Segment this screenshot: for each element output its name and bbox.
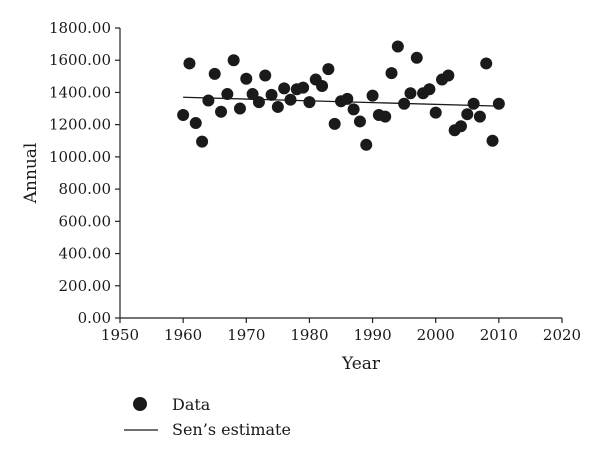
legend-label-data: Data bbox=[172, 395, 211, 414]
x-tick-label: 1990 bbox=[353, 326, 391, 344]
legend: Data Sen’s estimate bbox=[124, 395, 291, 439]
y-tick-label: 400.00 bbox=[59, 245, 112, 263]
data-point bbox=[404, 87, 417, 100]
data-point bbox=[353, 115, 366, 128]
y-tick-label: 800.00 bbox=[59, 180, 112, 198]
data-point bbox=[278, 82, 291, 95]
data-point bbox=[360, 138, 373, 151]
plot-marks bbox=[177, 40, 505, 151]
y-axis-label: Annual bbox=[21, 143, 41, 205]
data-point bbox=[366, 89, 379, 102]
x-axis-label: Year bbox=[341, 354, 381, 374]
y-tick-label: 200.00 bbox=[59, 277, 112, 295]
y-axis-ticks: 0.00 200.00 400.00 600.00 800.00 1000.00 1200.… bbox=[49, 19, 120, 327]
data-point bbox=[316, 80, 329, 92]
data-point bbox=[454, 120, 467, 133]
data-point bbox=[208, 67, 221, 80]
data-point bbox=[259, 69, 272, 82]
data-point bbox=[265, 88, 278, 101]
data-point bbox=[215, 105, 228, 118]
data-point bbox=[221, 88, 234, 101]
data-point bbox=[189, 117, 202, 130]
data-point bbox=[467, 97, 480, 110]
legend-marker-data bbox=[133, 397, 147, 411]
x-tick-label: 2020 bbox=[543, 326, 581, 344]
legend-label-sens-estimate: Sen’s estimate bbox=[172, 420, 291, 439]
y-tick-label: 1400.00 bbox=[49, 83, 111, 101]
x-tick-label: 1950 bbox=[101, 326, 139, 344]
data-point bbox=[240, 72, 253, 85]
data-point bbox=[322, 63, 335, 76]
data-point bbox=[385, 67, 398, 80]
data-point bbox=[429, 106, 442, 119]
data-point bbox=[410, 51, 423, 64]
data-point bbox=[202, 94, 215, 107]
data-point bbox=[233, 102, 246, 115]
data-point bbox=[297, 81, 310, 94]
y-tick-label: 1000.00 bbox=[49, 148, 111, 166]
data-point bbox=[379, 110, 392, 123]
x-tick-label: 1970 bbox=[227, 326, 265, 344]
y-tick-label: 1600.00 bbox=[49, 51, 111, 69]
y-tick-label: 0.00 bbox=[78, 309, 111, 327]
data-point bbox=[303, 96, 316, 109]
y-tick-label: 1800.00 bbox=[49, 19, 111, 37]
data-point bbox=[442, 69, 455, 82]
data-point bbox=[347, 103, 360, 116]
x-tick-label: 2000 bbox=[417, 326, 455, 344]
data-point bbox=[183, 57, 196, 70]
data-point bbox=[246, 88, 259, 101]
data-point bbox=[473, 110, 486, 123]
data-point bbox=[177, 109, 190, 121]
data-point bbox=[341, 92, 354, 105]
data-point bbox=[486, 134, 499, 147]
data-point bbox=[196, 135, 209, 148]
data-point bbox=[227, 54, 240, 67]
data-point bbox=[423, 83, 436, 96]
y-tick-label: 1200.00 bbox=[49, 116, 111, 134]
data-point bbox=[271, 100, 284, 113]
data-point bbox=[461, 108, 474, 121]
data-point bbox=[492, 97, 505, 110]
x-axis-ticks: 1950 1960 1970 1980 1990 2000 2010 2020 bbox=[101, 318, 581, 344]
data-point bbox=[328, 117, 341, 130]
x-tick-label: 2010 bbox=[480, 326, 518, 344]
data-point bbox=[398, 97, 411, 110]
data-point bbox=[284, 93, 297, 106]
y-tick-label: 600.00 bbox=[59, 212, 112, 230]
data-point bbox=[480, 57, 493, 70]
data-point bbox=[252, 96, 265, 109]
x-tick-label: 1980 bbox=[290, 326, 328, 344]
x-tick-label: 1960 bbox=[164, 326, 202, 344]
data-point bbox=[391, 40, 404, 53]
